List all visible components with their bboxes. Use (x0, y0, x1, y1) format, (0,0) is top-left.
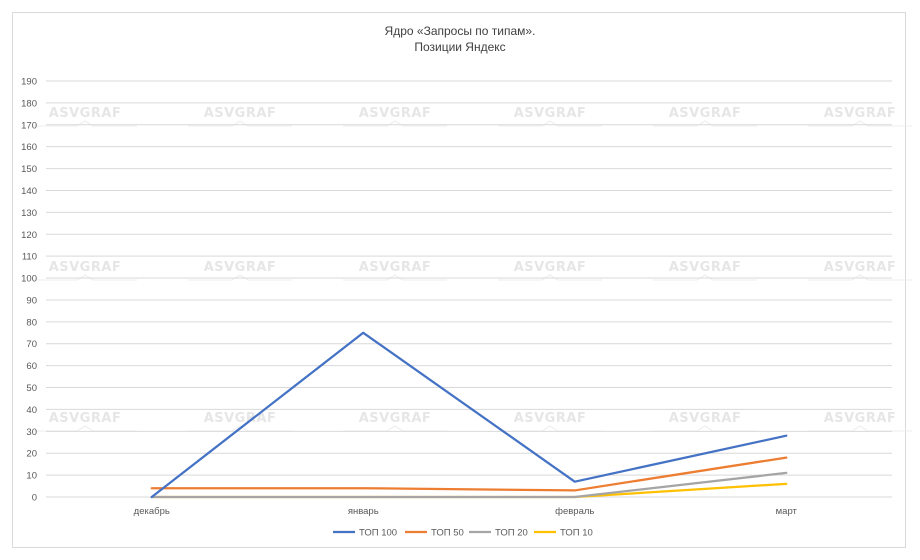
legend-label: ТОП 20 (495, 528, 528, 539)
watermark-tile: ASVGRAF (188, 106, 292, 127)
watermark-tile: ASVGRAF (498, 106, 602, 127)
watermark-swoosh (498, 274, 602, 281)
series-line-топ-100 (150, 331, 788, 499)
y-tick-label: 80 (26, 317, 37, 328)
watermark-tile: ASVGRAF (343, 411, 447, 432)
watermark-text: ASVGRAF (49, 411, 122, 426)
watermark-text: ASVGRAF (514, 106, 587, 121)
y-tick-label: 10 (26, 471, 37, 482)
legend-label: ТОП 50 (431, 528, 464, 539)
watermark-tile: ASVGRAF (653, 106, 757, 127)
legend-item: ТОП 100 (333, 528, 397, 539)
y-tick-label: 160 (21, 142, 37, 153)
series-line-топ-50 (150, 456, 788, 492)
x-tick-label: март (776, 506, 798, 517)
y-tick-label: 50 (26, 383, 37, 394)
legend-label: ТОП 100 (359, 528, 397, 539)
y-axis-ticks: 0 10 20 30 40 50 60 70 80 90 100 110 120 130 140 150 160… (21, 77, 37, 504)
y-tick-label: 40 (26, 405, 37, 416)
watermark-text: ASVGRAF (49, 260, 122, 275)
y-tick-label: 20 (26, 449, 37, 460)
watermark-text: ASVGRAF (204, 260, 277, 275)
watermark-text: ASVGRAF (824, 260, 897, 275)
legend-item: ТОП 20 (469, 528, 528, 539)
watermark-swoosh (343, 274, 447, 281)
watermark-text: ASVGRAF (824, 411, 897, 426)
watermark-swoosh (653, 425, 757, 432)
watermark-text: ASVGRAF (204, 106, 277, 121)
watermark-swoosh (343, 425, 447, 432)
watermark-tile: ASVGRAF (33, 106, 137, 127)
chart-title-line-1: Ядро «Запросы по типам». (385, 24, 536, 38)
watermark-swoosh (343, 120, 447, 127)
y-tick-label: 150 (21, 164, 37, 175)
watermark-tile: ASVGRAF (343, 260, 447, 281)
watermark-tile: ASVGRAF (808, 106, 912, 127)
watermark-swoosh (498, 120, 602, 127)
watermark-text: ASVGRAF (359, 411, 432, 426)
watermark-layer: ASVGRAF ASVGRAF ASVGRAF ASVGRAF ASVGRAF ASVGR… (33, 106, 912, 432)
y-tick-label: 0 (32, 493, 37, 504)
watermark-text: ASVGRAF (669, 411, 742, 426)
y-tick-label: 30 (26, 427, 37, 438)
watermark-tile: ASVGRAF (33, 260, 137, 281)
watermark-tile: ASVGRAF (498, 411, 602, 432)
legend-item: ТОП 10 (534, 528, 593, 539)
watermark-tile: ASVGRAF (653, 260, 757, 281)
y-tick-label: 190 (21, 77, 37, 88)
watermark-swoosh (653, 120, 757, 127)
watermark-swoosh (33, 425, 137, 432)
chart-title: Ядро «Запросы по типам». Позиции Яндекс (385, 24, 536, 54)
watermark-swoosh (188, 120, 292, 127)
gridlines (46, 80, 892, 498)
watermark-tile: ASVGRAF (808, 411, 912, 432)
y-tick-label: 90 (26, 295, 37, 306)
watermark-swoosh (808, 274, 912, 281)
y-tick-label: 110 (22, 252, 37, 263)
watermark-swoosh (653, 274, 757, 281)
watermark-text: ASVGRAF (359, 106, 432, 121)
watermark-swoosh (188, 274, 292, 281)
watermark-tile: ASVGRAF (498, 260, 602, 281)
watermark-text: ASVGRAF (514, 411, 587, 426)
series-lines (150, 331, 788, 499)
watermark-text: ASVGRAF (49, 106, 122, 121)
legend-label: ТОП 10 (560, 528, 593, 539)
x-tick-label: январь (348, 506, 379, 517)
series-line-топ-20 (150, 471, 788, 499)
watermark-tile: ASVGRAF (188, 260, 292, 281)
watermark-text: ASVGRAF (824, 106, 897, 121)
watermark-swoosh (498, 425, 602, 432)
y-tick-label: 170 (21, 120, 37, 131)
watermark-text: ASVGRAF (669, 260, 742, 275)
y-tick-label: 60 (26, 361, 37, 372)
watermark-text: ASVGRAF (359, 260, 432, 275)
x-axis-ticks: декабрь январь февраль март (134, 506, 798, 517)
watermark-tile: ASVGRAF (808, 260, 912, 281)
legend-item: ТОП 50 (405, 528, 464, 539)
legend: ТОП 100 ТОП 50 ТОП 20 ТОП 10 (333, 528, 593, 539)
x-tick-label: декабрь (134, 506, 170, 517)
watermark-tile: ASVGRAF (653, 411, 757, 432)
watermark-tile: ASVGRAF (33, 411, 137, 432)
watermark-swoosh (808, 120, 912, 127)
watermark-text: ASVGRAF (669, 106, 742, 121)
y-tick-label: 180 (21, 98, 37, 109)
watermark-swoosh (33, 120, 137, 127)
y-tick-label: 140 (21, 186, 37, 197)
watermark-swoosh (33, 274, 137, 281)
y-tick-label: 120 (21, 230, 37, 241)
watermark-text: ASVGRAF (204, 411, 277, 426)
watermark-tile: ASVGRAF (343, 106, 447, 127)
x-tick-label: февраль (555, 506, 594, 517)
y-tick-label: 130 (21, 208, 37, 219)
y-tick-label: 70 (26, 339, 37, 350)
watermark-swoosh (808, 425, 912, 432)
y-tick-label: 100 (21, 274, 37, 285)
chart-title-line-2: Позиции Яндекс (414, 40, 505, 54)
watermark-text: ASVGRAF (514, 260, 587, 275)
